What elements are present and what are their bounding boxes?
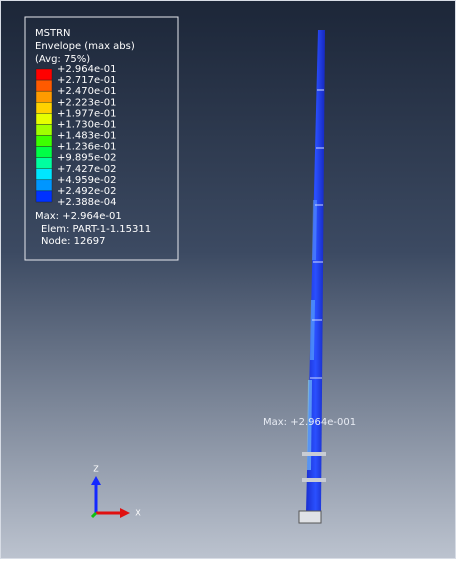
- legend-level: +2.717e-01: [57, 75, 117, 86]
- legend-swatch: [36, 158, 52, 169]
- x-label: X: [135, 509, 141, 518]
- legend-swatch: [36, 102, 52, 113]
- legend-elem: Elem: PART-1-1.15311: [41, 224, 151, 235]
- legend-swatch: [36, 124, 52, 135]
- legend-level: +1.730e-01: [57, 119, 117, 130]
- legend-level: +9.895e-02: [57, 153, 117, 164]
- legend-level: +2.964e-01: [57, 64, 117, 75]
- legend-level: +4.959e-02: [57, 175, 117, 186]
- legend-level: +2.388e-04: [57, 197, 117, 208]
- legend-level: +2.223e-01: [57, 97, 117, 108]
- legend-swatch: [36, 169, 52, 180]
- legend-level: +2.492e-02: [57, 186, 117, 197]
- legend-swatch: [36, 91, 52, 102]
- legend-title: MSTRN: [35, 28, 71, 39]
- legend-level: +2.470e-01: [57, 86, 117, 97]
- z-label: Z: [93, 465, 99, 474]
- legend-swatch: [36, 113, 52, 124]
- legend-level: +1.977e-01: [57, 108, 117, 119]
- legend-swatch: [36, 136, 52, 147]
- legend-level: +1.236e-01: [57, 142, 117, 153]
- max-annotation: Max: +2.964e-001: [263, 417, 356, 428]
- legend-max: Max: +2.964e-01: [35, 211, 122, 222]
- legend-swatch: [36, 180, 52, 191]
- legend-level: +7.427e-02: [57, 164, 117, 175]
- legend-swatch: [36, 191, 52, 202]
- flange: [302, 478, 326, 482]
- legend-swatch: [36, 147, 52, 158]
- legend-subtitle: Envelope (max abs): [35, 41, 135, 52]
- legend-swatch: [36, 80, 52, 91]
- legend-swatch: [36, 69, 52, 80]
- legend-node: Node: 12697: [41, 236, 105, 247]
- viewport: MSTRN Envelope (max abs) (Avg: 75%) Max:…: [0, 0, 456, 559]
- legend-level: +1.483e-01: [57, 131, 117, 142]
- base: [299, 511, 321, 523]
- flange: [302, 452, 326, 456]
